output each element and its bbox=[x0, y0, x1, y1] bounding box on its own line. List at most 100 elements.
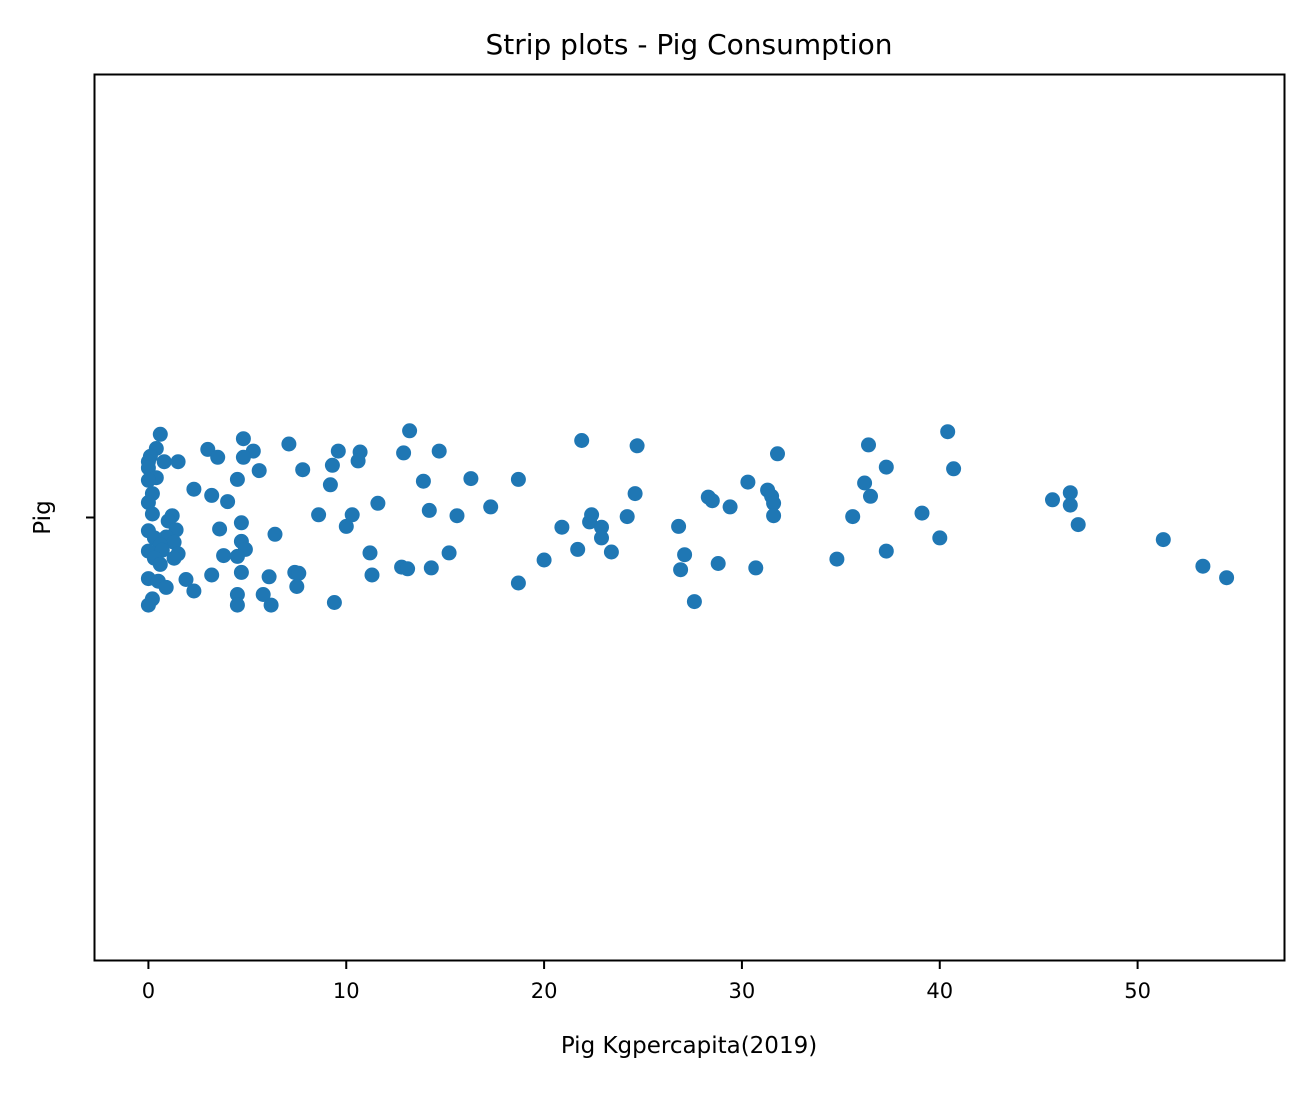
data-point bbox=[235, 431, 251, 447]
data-point bbox=[1045, 492, 1060, 508]
data-point bbox=[289, 579, 305, 594]
y-category-label: Pig bbox=[30, 500, 56, 534]
data-point bbox=[186, 583, 202, 599]
data-point bbox=[261, 569, 277, 585]
data-point bbox=[220, 494, 236, 510]
x-tick-label: 0 bbox=[142, 979, 155, 1003]
data-point bbox=[186, 481, 202, 497]
data-point bbox=[204, 487, 220, 503]
data-point bbox=[1062, 485, 1078, 501]
data-point bbox=[152, 556, 168, 572]
data-point bbox=[845, 509, 861, 525]
data-point bbox=[140, 597, 156, 613]
data-point bbox=[251, 463, 267, 479]
data-point bbox=[1219, 570, 1235, 586]
y-axis-ticks: Pig bbox=[30, 500, 95, 535]
data-point bbox=[140, 472, 156, 488]
data-point bbox=[770, 446, 785, 462]
data-point bbox=[829, 551, 845, 567]
data-point bbox=[766, 495, 782, 511]
data-point bbox=[704, 493, 720, 509]
data-point bbox=[229, 471, 245, 487]
data-point bbox=[677, 547, 693, 563]
data-point bbox=[212, 521, 228, 537]
x-tick-label: 40 bbox=[926, 979, 953, 1003]
data-point bbox=[740, 474, 756, 490]
data-point bbox=[396, 445, 412, 461]
data-point bbox=[629, 438, 645, 454]
data-point bbox=[431, 443, 447, 459]
x-tick-label: 50 bbox=[1124, 979, 1151, 1003]
data-point bbox=[229, 597, 245, 613]
data-point bbox=[570, 541, 586, 557]
data-point bbox=[291, 565, 307, 581]
data-point bbox=[158, 579, 174, 595]
data-point bbox=[144, 506, 160, 522]
points-layer bbox=[140, 423, 1235, 613]
data-point bbox=[233, 564, 249, 580]
data-point bbox=[673, 562, 689, 578]
data-point bbox=[364, 567, 380, 583]
data-point bbox=[748, 560, 764, 576]
data-point bbox=[423, 560, 439, 576]
data-point bbox=[863, 488, 878, 504]
x-axis-label: Pig Kgpercapita(2019) bbox=[561, 1033, 817, 1059]
data-point bbox=[324, 457, 340, 473]
data-point bbox=[510, 471, 526, 487]
data-point bbox=[861, 437, 876, 453]
data-point bbox=[170, 454, 186, 470]
data-point bbox=[166, 534, 182, 550]
data-point bbox=[671, 518, 687, 534]
data-point bbox=[350, 453, 366, 469]
data-point bbox=[603, 544, 619, 560]
data-point bbox=[216, 548, 232, 564]
data-point bbox=[766, 508, 782, 524]
data-point bbox=[415, 473, 431, 489]
x-tick-label: 30 bbox=[729, 979, 756, 1003]
data-point bbox=[235, 449, 251, 465]
data-point bbox=[1070, 517, 1086, 533]
data-point bbox=[263, 597, 279, 613]
data-point bbox=[421, 502, 437, 518]
data-point bbox=[295, 462, 311, 478]
data-point bbox=[574, 433, 590, 448]
data-point bbox=[594, 530, 609, 546]
data-point bbox=[686, 594, 702, 610]
data-point bbox=[178, 572, 194, 587]
data-point bbox=[463, 471, 479, 487]
data-point bbox=[946, 461, 962, 477]
data-point bbox=[326, 595, 342, 610]
data-point bbox=[594, 519, 609, 535]
data-point bbox=[441, 545, 457, 561]
data-point bbox=[330, 443, 346, 459]
data-point bbox=[210, 449, 226, 465]
data-point bbox=[722, 499, 738, 515]
data-point bbox=[878, 459, 894, 475]
data-point bbox=[914, 505, 930, 521]
data-point bbox=[152, 426, 168, 442]
x-tick-label: 10 bbox=[333, 979, 360, 1003]
x-tick-label: 20 bbox=[531, 979, 558, 1003]
data-point bbox=[619, 509, 635, 525]
data-point bbox=[627, 486, 643, 502]
data-point bbox=[140, 495, 156, 510]
data-point bbox=[932, 530, 948, 546]
data-point bbox=[584, 507, 600, 523]
data-point bbox=[483, 499, 499, 515]
data-point bbox=[338, 518, 354, 534]
data-point bbox=[878, 543, 894, 559]
data-point bbox=[322, 477, 338, 493]
data-point bbox=[449, 508, 465, 524]
data-point bbox=[344, 507, 360, 523]
data-point bbox=[554, 519, 570, 535]
data-point bbox=[204, 567, 220, 583]
data-point bbox=[400, 561, 416, 577]
data-point bbox=[710, 556, 726, 571]
data-point bbox=[536, 552, 552, 568]
data-point bbox=[370, 495, 386, 511]
data-point bbox=[362, 545, 378, 561]
x-axis-ticks: 0 10 20 30 40 50 bbox=[142, 960, 1151, 1003]
data-point bbox=[311, 507, 327, 523]
